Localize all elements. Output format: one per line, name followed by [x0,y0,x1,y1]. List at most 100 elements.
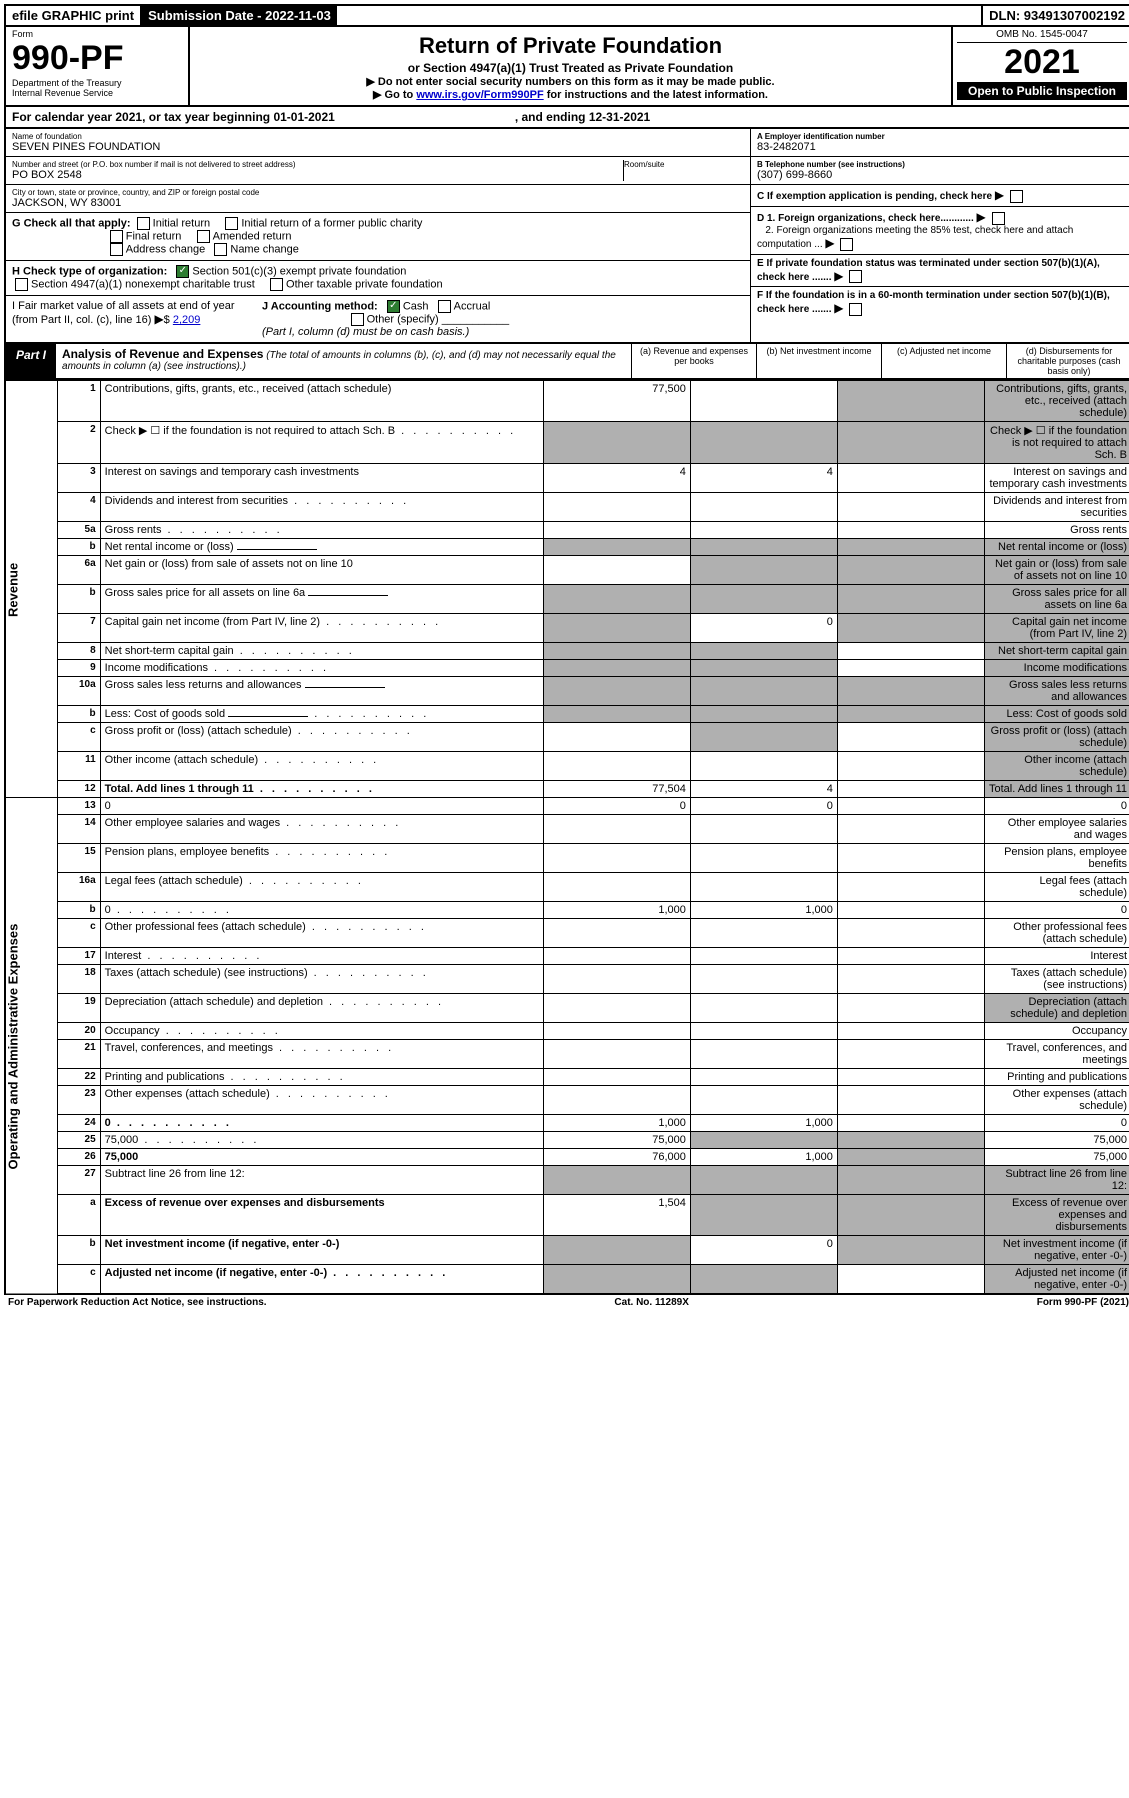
table-row: 15Pension plans, employee benefitsPensio… [5,844,1129,873]
chk-4947[interactable] [15,278,28,291]
cell-d: Less: Cost of goods sold [984,706,1129,723]
chk-d2[interactable] [840,238,853,251]
b-label: B Telephone number (see instructions) [757,160,905,169]
line-num: 25 [58,1132,100,1149]
efile-label[interactable]: efile GRAPHIC print [6,6,142,25]
chk-name[interactable] [214,243,227,256]
chk-other-tax[interactable] [270,278,283,291]
cell-c [837,1132,984,1149]
cell-a [543,1040,690,1069]
note2-post: for instructions and the latest informat… [544,89,768,101]
line-num: 3 [58,464,100,493]
cell-b: 1,000 [690,902,837,919]
cell-a [543,1236,690,1265]
cell-b [690,1086,837,1115]
cell-b [690,539,837,556]
i-label: I Fair market value of all assets at end… [12,300,235,326]
cell-a [543,873,690,902]
cell-a [543,919,690,948]
cell-a [543,752,690,781]
chk-other-acct[interactable] [351,313,364,326]
j-note: (Part I, column (d) must be on cash basi… [262,326,469,338]
chk-initial[interactable] [137,217,150,230]
line-desc: 75,000 [100,1132,543,1149]
table-row: 6aNet gain or (loss) from sale of assets… [5,556,1129,585]
col-c-header: (c) Adjusted net income [881,344,1006,378]
cell-c [837,1023,984,1040]
cell-c [837,381,984,422]
line-num: 7 [58,614,100,643]
cell-a: 0 [543,798,690,815]
chk-e[interactable] [849,270,862,283]
chk-d1[interactable] [992,212,1005,225]
cell-a [543,994,690,1023]
cell-b [690,1166,837,1195]
chk-501c3[interactable] [176,265,189,278]
ein: 83-2482071 [757,141,1125,153]
chk-cash[interactable] [387,300,400,313]
cell-a [543,844,690,873]
chk-f[interactable] [849,303,862,316]
col-d-header: (d) Disbursements for charitable purpose… [1006,344,1129,378]
cell-a: 1,000 [543,1115,690,1132]
line-desc: 0 [100,1115,543,1132]
line-desc: Check ▶ ☐ if the foundation is not requi… [100,422,543,464]
table-row: 2675,00076,0001,00075,000 [5,1149,1129,1166]
irs-link[interactable]: www.irs.gov/Form990PF [416,89,543,101]
chk-address[interactable] [110,243,123,256]
cell-b [690,1069,837,1086]
cell-a: 76,000 [543,1149,690,1166]
opt-other-acct: Other (specify) [367,313,439,325]
cell-c [837,844,984,873]
line-desc: Interest on savings and temporary cash i… [100,464,543,493]
line-num: 11 [58,752,100,781]
cell-d: Check ▶ ☐ if the foundation is not requi… [984,422,1129,464]
table-row: 9Income modificationsIncome modification… [5,660,1129,677]
cell-b [690,422,837,464]
cell-c [837,919,984,948]
cell-b [690,815,837,844]
cell-a: 75,000 [543,1132,690,1149]
cell-d: Gross sales price for all assets on line… [984,585,1129,614]
cell-b [690,948,837,965]
cell-b [690,556,837,585]
cell-d: 75,000 [984,1132,1129,1149]
opt-name: Name change [230,243,299,255]
chk-c[interactable] [1010,190,1023,203]
line-desc: Contributions, gifts, grants, etc., rece… [100,381,543,422]
line-num: 1 [58,381,100,422]
part-1-label: Part I [6,344,56,378]
chk-initial-former[interactable] [225,217,238,230]
cell-c [837,464,984,493]
table-row: cGross profit or (loss) (attach schedule… [5,723,1129,752]
part-1-header: Part I Analysis of Revenue and Expenses … [4,344,1129,380]
e-label: E If private foundation status was termi… [757,258,1100,283]
cell-b [690,844,837,873]
line-desc: Subtract line 26 from line 12: [100,1166,543,1195]
dept-2: Internal Revenue Service [12,88,182,98]
opt-initial-former: Initial return of a former public charit… [241,217,422,229]
cell-d: Subtract line 26 from line 12: [984,1166,1129,1195]
i-value[interactable]: 2,209 [173,314,201,326]
cell-b [690,660,837,677]
line-num: c [58,723,100,752]
cell-d: Contributions, gifts, grants, etc., rece… [984,381,1129,422]
chk-amended[interactable] [197,230,210,243]
form-subtitle: or Section 4947(a)(1) Trust Treated as P… [196,61,945,75]
cell-d: 0 [984,798,1129,815]
line-desc: Other expenses (attach schedule) [100,1086,543,1115]
opt-501c3: Section 501(c)(3) exempt private foundat… [192,265,406,277]
line-desc: Other income (attach schedule) [100,752,543,781]
cal-end: , and ending 12-31-2021 [515,110,650,124]
table-row: 22Printing and publicationsPrinting and … [5,1069,1129,1086]
table-row: bGross sales price for all assets on lin… [5,585,1129,614]
cell-b [690,723,837,752]
line-num: a [58,1195,100,1236]
chk-accrual[interactable] [438,300,451,313]
chk-final[interactable] [110,230,123,243]
cell-d: Net rental income or (loss) [984,539,1129,556]
line-num: b [58,706,100,723]
col-b-header: (b) Net investment income [756,344,881,378]
opt-other-tax: Other taxable private foundation [286,278,443,290]
cell-d: 0 [984,1115,1129,1132]
